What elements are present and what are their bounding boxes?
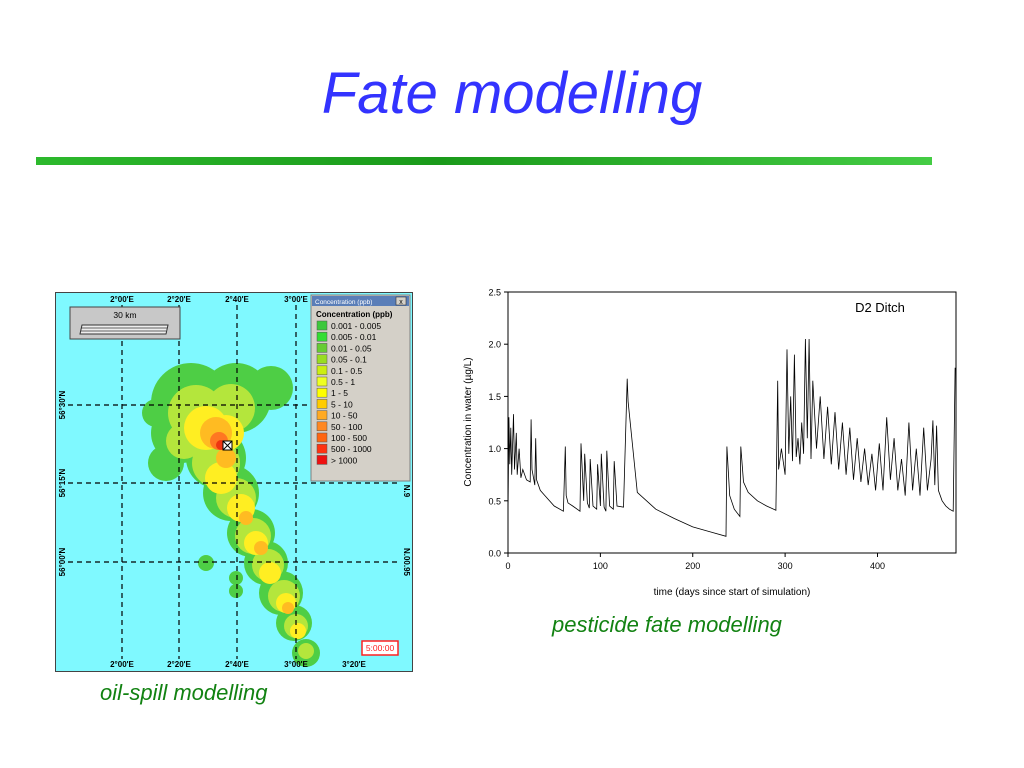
title-divider (36, 157, 932, 165)
legend-label: 100 - 500 (331, 433, 367, 443)
x-tick-label: 100 (593, 561, 608, 571)
oil-spill-map: 2°00'E 2°20'E 2°40'E 3°00'E 2°00'E 2°20'… (55, 292, 413, 672)
right-lat-label: N.9 (402, 485, 411, 498)
timer-text: 5:00:00 (366, 643, 395, 653)
scale-label: 30 km (113, 310, 136, 320)
legend-window-title: Concentration (ppb) (315, 299, 372, 306)
legend-swatch (316, 365, 328, 376)
bottom-lon-label: 3°20'E (342, 660, 366, 669)
y-tick-label: 0.0 (488, 549, 501, 559)
legend-swatch (316, 354, 328, 364)
legend-label: 1 - 5 (331, 388, 348, 398)
legend-swatch (316, 410, 328, 420)
x-axis: 0 100 200 300 400 (505, 553, 885, 571)
legend-swatch (316, 432, 328, 443)
top-lon-label: 2°00'E (110, 295, 134, 304)
pesticide-chart: 0.0 0.5 1.0 1.5 2.0 2.5 0 100 200 300 400 D2 Ditc… (455, 280, 975, 600)
x-tick-label: 0 (505, 561, 510, 571)
left-caption: oil-spill modelling (100, 680, 268, 705)
bottom-lon-label: 2°40'E (225, 660, 249, 669)
spill-source-marker (222, 440, 233, 451)
legend-heading: Concentration (ppb) (316, 310, 393, 319)
left-lat-label: 56°30'N (58, 390, 67, 419)
x-tick-label: 400 (870, 561, 885, 571)
legend-swatch (316, 320, 328, 331)
legend-label: 0.001 - 0.005 (331, 321, 381, 331)
y-axis-label: Concentration in water (µg/L) (463, 357, 474, 486)
y-tick-label: 1.5 (488, 392, 501, 402)
legend-swatch (316, 376, 328, 387)
left-lat-label: 56°15'N (58, 468, 67, 497)
legend-label: 10 - 50 (331, 411, 358, 421)
legend-label: 0.005 - 0.01 (331, 332, 377, 342)
legend-swatch (316, 455, 328, 465)
y-tick-label: 0.5 (488, 496, 501, 506)
y-tick-label: 1.0 (488, 444, 501, 454)
coordinate-labels: 2°00'E 2°20'E 2°40'E 3°00'E 2°00'E 2°20'… (58, 295, 411, 669)
x-axis-label: time (days since start of simulation) (654, 587, 811, 598)
bottom-lon-label: 3°00'E (284, 660, 308, 669)
top-lon-label: 2°20'E (167, 295, 191, 304)
simulation-timer: 5:00:00 (361, 640, 399, 656)
plot-area (507, 291, 957, 554)
slide-title: Fate modelling (321, 61, 703, 126)
legend-label: > 1000 (331, 455, 358, 465)
concentration-legend: Concentration (ppb) x Concentration (ppb… (310, 294, 411, 482)
legend-titlebar (312, 296, 409, 306)
right-lat-label: N.00.95 (402, 548, 411, 577)
y-axis: 0.0 0.5 1.0 1.5 2.0 2.5 (488, 288, 508, 559)
left-lat-label: 56°00'N (58, 547, 67, 576)
bottom-lon-label: 2°00'E (110, 660, 134, 669)
legend-label: 0.05 - 0.1 (331, 355, 367, 365)
oil-plume (142, 363, 320, 667)
legend-label: 0.1 - 0.5 (331, 366, 362, 376)
legend-label: 0.01 - 0.05 (331, 343, 372, 353)
x-tick-label: 300 (778, 561, 793, 571)
legend-close-button[interactable] (395, 296, 407, 306)
y-tick-label: 2.5 (488, 288, 501, 298)
scale-bar: 30 km (69, 306, 181, 340)
legend-swatch (316, 421, 328, 432)
right-caption: pesticide fate modelling (552, 612, 782, 637)
bottom-lon-label: 2°20'E (167, 660, 191, 669)
legend-swatch (316, 331, 328, 342)
oil-spill-map-graphic: 2°00'E 2°20'E 2°40'E 3°00'E 2°00'E 2°20'… (56, 293, 412, 671)
map-grid (68, 305, 400, 659)
top-lon-label: 3°00'E (284, 295, 308, 304)
legend-swatch (316, 443, 328, 454)
legend-label: 5 - 10 (331, 399, 353, 409)
legend-label: 500 - 1000 (331, 444, 372, 454)
pesticide-chart-graphic: 0.0 0.5 1.0 1.5 2.0 2.5 0 100 200 300 400 D2 Ditc… (463, 288, 957, 598)
chart-annotation: D2 Ditch (855, 300, 905, 315)
legend-swatch (316, 399, 328, 409)
top-lon-label: 2°40'E (225, 295, 249, 304)
y-tick-label: 2.0 (488, 340, 501, 350)
legend-swatch (316, 343, 328, 353)
legend-label: 0.5 - 1 (331, 377, 355, 387)
legend-label: 50 - 100 (331, 422, 362, 432)
legend-swatch (316, 387, 328, 398)
x-tick-label: 200 (685, 561, 700, 571)
close-icon: x (399, 299, 403, 306)
concentration-series-line (507, 338, 956, 537)
